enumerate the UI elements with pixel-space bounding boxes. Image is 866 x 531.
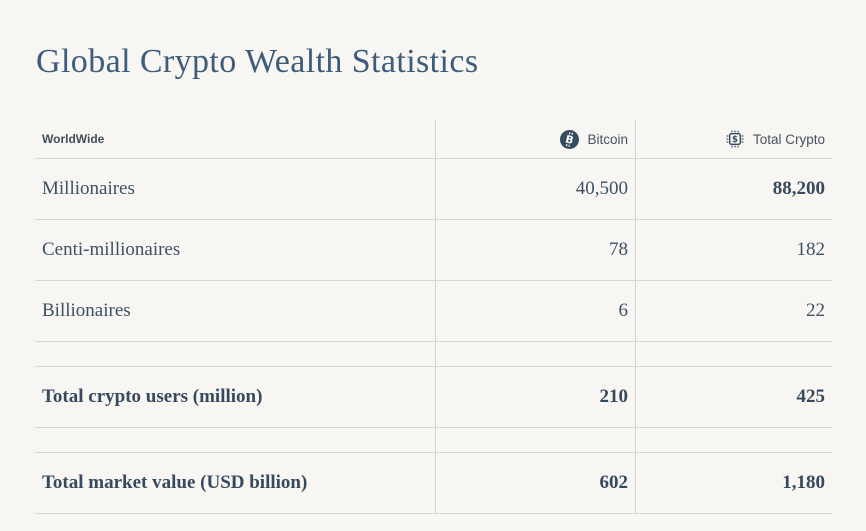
header-bitcoin: B Bitcoin — [435, 120, 635, 158]
bitcoin-value: 602 — [435, 453, 635, 513]
row-label: Total crypto users (million) — [42, 386, 263, 407]
total-crypto-value: 88,200 — [635, 159, 832, 219]
table-header-row: WorldWide B Bitcoin — [35, 120, 832, 159]
header-bitcoin-label: Bitcoin — [587, 131, 628, 147]
total-crypto-value: 22 — [635, 281, 832, 341]
total-crypto-value: 1,180 — [635, 453, 832, 513]
total-crypto-value: 425 — [635, 367, 832, 427]
table-row-billionaires: Billionaires 6 22 — [35, 281, 832, 342]
header-total-crypto-label: Total Crypto — [752, 131, 825, 147]
bitcoin-value: 40,500 — [435, 159, 635, 219]
table-row-millionaires: Millionaires 40,500 88,200 — [35, 159, 832, 220]
svg-text:$: $ — [732, 135, 738, 145]
table-row-total-market-value: Total market value (USD billion) 602 1,1… — [35, 453, 832, 514]
bitcoin-circle-icon: B — [560, 129, 580, 149]
bitcoin-value: 78 — [435, 220, 635, 280]
spacer-row — [35, 342, 832, 367]
row-label: Centi-millionaires — [42, 239, 181, 260]
table-row-total-crypto-users: Total crypto users (million) 210 425 — [35, 367, 832, 428]
chip-dollar-icon: $ — [725, 129, 745, 149]
row-label: Billionaires — [42, 300, 131, 321]
total-crypto-value: 182 — [635, 220, 832, 280]
crypto-wealth-table: WorldWide B Bitcoin — [35, 120, 832, 514]
row-label: Total market value (USD billion) — [42, 472, 308, 493]
header-worldwide: WorldWide — [42, 132, 105, 146]
spacer-row — [35, 428, 832, 453]
bitcoin-value: 6 — [435, 281, 635, 341]
table-row-centi-millionaires: Centi-millionaires 78 182 — [35, 220, 832, 281]
svg-text:B: B — [564, 133, 575, 147]
bitcoin-value: 210 — [435, 367, 635, 427]
header-total-crypto: $ Total Crypto — [635, 120, 832, 158]
page-title: Global Crypto Wealth Statistics — [36, 42, 479, 80]
row-label: Millionaires — [42, 178, 135, 199]
